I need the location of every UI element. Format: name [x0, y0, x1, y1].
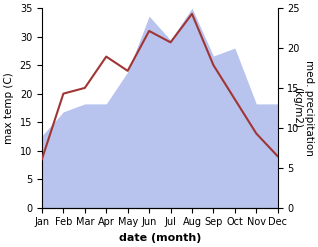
Y-axis label: med. precipitation
(kg/m2): med. precipitation (kg/m2): [292, 60, 314, 156]
Y-axis label: max temp (C): max temp (C): [4, 72, 14, 144]
X-axis label: date (month): date (month): [119, 233, 201, 243]
